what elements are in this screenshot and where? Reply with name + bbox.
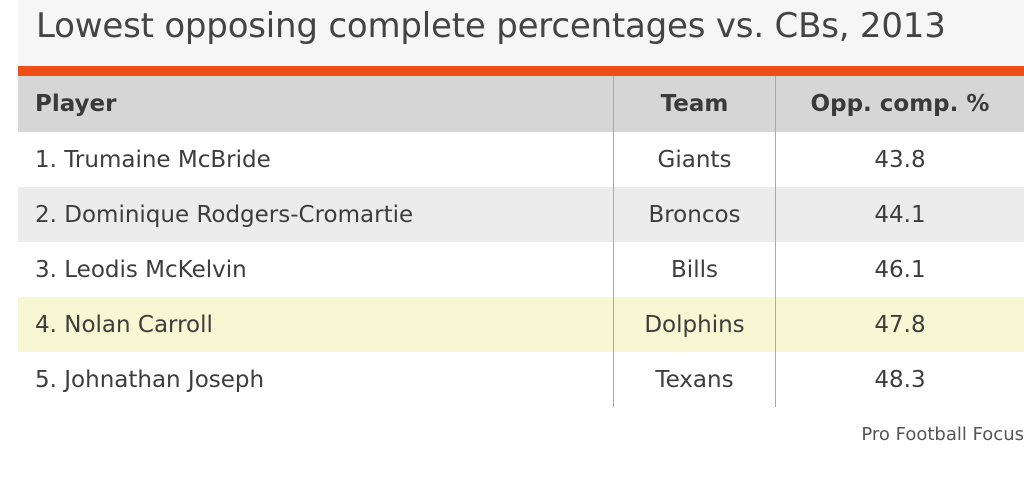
table-header-row: Player Team Opp. comp. %	[18, 76, 1024, 132]
team-cell: Bills	[613, 242, 775, 297]
team-cell: Broncos	[613, 187, 775, 242]
chart-title: Lowest opposing complete percentages vs.…	[36, 6, 946, 46]
column-header-opp-comp-pct: Opp. comp. %	[775, 76, 1024, 132]
column-header-player: Player	[35, 91, 117, 117]
team-cell: Giants	[613, 132, 775, 187]
player-cell: 4. Nolan Carroll	[35, 311, 213, 338]
title-band	[18, 0, 1024, 66]
data-table: Player Team Opp. comp. % 1. Trumaine McB…	[18, 76, 1024, 407]
player-cell: 5. Johnathan Joseph	[35, 366, 265, 393]
player-cell: 3. Leodis McKelvin	[35, 256, 247, 283]
opp-comp-pct-cell: 43.8	[775, 132, 1024, 187]
player-cell: 2. Dominique Rodgers-Cromartie	[35, 201, 414, 228]
opp-comp-pct-cell: 47.8	[775, 297, 1024, 352]
column-header-team: Team	[613, 76, 775, 132]
opp-comp-pct-cell: 48.3	[775, 352, 1024, 407]
opp-comp-pct-cell: 46.1	[775, 242, 1024, 297]
table-row: 4. Nolan Carroll Dolphins 47.8	[18, 297, 1024, 352]
opp-comp-pct-cell: 44.1	[775, 187, 1024, 242]
player-cell: 1. Trumaine McBride	[35, 146, 271, 173]
table-row: 1. Trumaine McBride Giants 43.8	[18, 132, 1024, 187]
table-row: 5. Johnathan Joseph Texans 48.3	[18, 352, 1024, 407]
accent-bar	[18, 66, 1024, 76]
team-cell: Dolphins	[613, 297, 775, 352]
table-row: 2. Dominique Rodgers-Cromartie Broncos 4…	[18, 187, 1024, 242]
source-credit: Pro Football Focus	[861, 424, 1024, 445]
table-row: 3. Leodis McKelvin Bills 46.1	[18, 242, 1024, 297]
team-cell: Texans	[613, 352, 775, 407]
